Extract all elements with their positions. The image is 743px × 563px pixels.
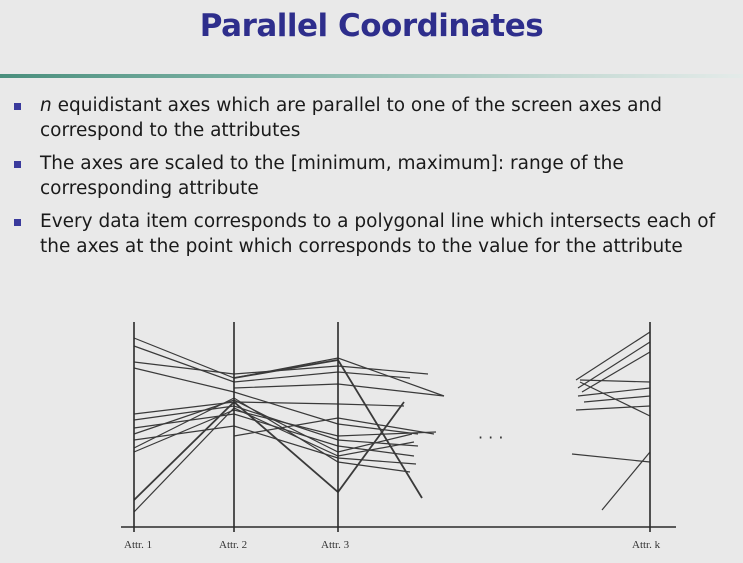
bullet-item-1: n equidistant axes which are parallel to… (12, 93, 737, 143)
data-polyline (133, 400, 405, 501)
axis-label-attr-3: Attr. 3 (321, 539, 350, 551)
data-polyline (133, 401, 405, 415)
data-polyline (133, 409, 437, 453)
data-polyline (579, 381, 651, 417)
data-polyline (233, 383, 445, 397)
bullet-item-3: Every data item corresponds to a polygon… (12, 209, 737, 259)
bullet-text: equidistant axes which are parallel to o… (40, 95, 662, 141)
data-polyline (133, 407, 415, 513)
data-polyline (581, 351, 651, 393)
ellipsis-dots: · · · (478, 428, 503, 447)
bullet-list: n equidistant axes which are parallel to… (12, 93, 737, 267)
data-polyline (133, 397, 411, 473)
title-divider (0, 74, 743, 78)
data-polyline (577, 387, 651, 397)
polylines-group (133, 331, 651, 513)
data-polyline (579, 379, 651, 383)
data-polyline (133, 345, 411, 383)
data-polyline (583, 395, 651, 403)
square-bullet-icon (14, 161, 21, 168)
axes-group (121, 322, 676, 532)
data-polyline (133, 361, 429, 375)
slide-title: Parallel Coordinates (199, 8, 544, 44)
data-polyline (233, 359, 423, 499)
axis-label-attr-1: Attr. 1 (124, 539, 152, 551)
axis-label-attr-k: Attr. k (632, 539, 661, 551)
bullet-text: Every data item corresponds to a polygon… (40, 211, 716, 257)
axis-label-attr-2: Attr. 2 (219, 539, 247, 551)
square-bullet-icon (14, 219, 21, 226)
data-polyline (133, 367, 419, 435)
bullet-italic-lead: n (40, 95, 52, 116)
bullet-item-2: The axes are scaled to the [minimum, max… (12, 151, 737, 201)
data-polyline (575, 331, 651, 381)
square-bullet-icon (14, 103, 21, 110)
data-polyline (133, 425, 417, 465)
data-polyline (575, 405, 651, 411)
data-polyline (571, 453, 651, 463)
bullet-text: The axes are scaled to the [minimum, max… (40, 153, 624, 199)
data-polyline (601, 451, 651, 511)
